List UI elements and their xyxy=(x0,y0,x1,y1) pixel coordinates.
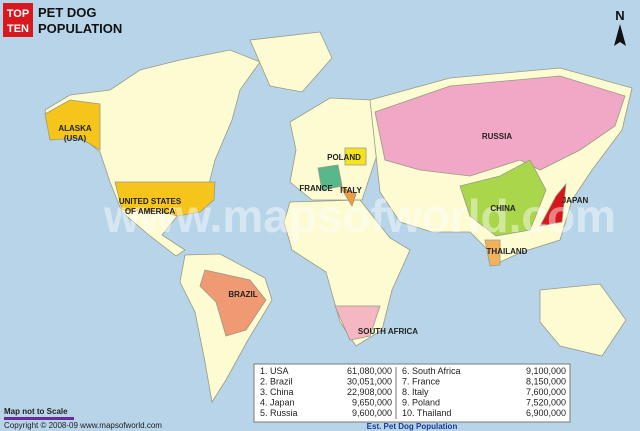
russia xyxy=(374,75,626,177)
row-name: 9. Poland xyxy=(402,398,440,408)
compass-arrow xyxy=(614,24,626,46)
poland xyxy=(344,147,367,166)
greenland xyxy=(249,31,333,93)
italy xyxy=(338,185,357,207)
table-box xyxy=(253,363,571,423)
japan xyxy=(539,182,567,227)
badge-text: TEN xyxy=(7,23,29,35)
row-name: 1. USA xyxy=(260,366,289,376)
label-france: FRANCE xyxy=(299,184,333,193)
badge xyxy=(3,3,33,37)
label-thailand: THAILAND xyxy=(487,247,528,256)
row-value: 61,080,000 xyxy=(347,366,392,376)
watermark: www.mapsofworld.com xyxy=(103,190,616,242)
row-value: 9,650,000 xyxy=(352,398,392,408)
table-caption: Est. Pet Dog Population xyxy=(367,422,458,431)
row-value: 9,600,000 xyxy=(352,408,392,418)
row-name: 5. Russia xyxy=(260,408,298,418)
label-alaska: ALASKA xyxy=(58,124,92,133)
usa xyxy=(114,181,216,217)
label-poland: POLAND xyxy=(327,153,361,162)
row-value: 7,520,000 xyxy=(526,398,566,408)
row-name: 10. Thailand xyxy=(402,408,451,418)
scale-note: Map not to Scale xyxy=(4,407,68,416)
row-name: 3. China xyxy=(260,387,294,397)
title: PET DOG xyxy=(38,5,97,20)
table-rows: 1. USA 61,080,000 2. Brazil 30,051,000 3. Ch… xyxy=(260,366,566,418)
label-alaska: (USA) xyxy=(64,134,87,143)
row-name: 2. Brazil xyxy=(260,377,293,387)
row-value: 8,150,000 xyxy=(526,377,566,387)
row-name: 6. South Africa xyxy=(402,366,461,376)
label-south-africa: SOUTH AFRICA xyxy=(358,327,418,336)
row-name: 7. France xyxy=(402,377,440,387)
brazil xyxy=(199,269,267,337)
row-name: 4. Japan xyxy=(260,398,295,408)
compass-n: N xyxy=(615,8,624,23)
label-china: CHINA xyxy=(490,204,516,213)
australia xyxy=(539,283,627,357)
europe xyxy=(289,97,383,201)
row-name: 8. Italy xyxy=(402,387,429,397)
south-africa xyxy=(334,305,381,341)
title: POPULATION xyxy=(38,21,122,36)
label-russia: RUSSIA xyxy=(482,132,512,141)
china xyxy=(459,159,547,237)
scale-bar xyxy=(4,417,74,420)
badge-text: TOP xyxy=(7,8,29,20)
label-brazil: BRAZIL xyxy=(228,290,257,299)
copyright: Copyright © 2008-09 www.mapsofworld.com xyxy=(4,421,162,430)
row-value: 6,900,000 xyxy=(526,408,566,418)
label-italy: ITALY xyxy=(340,186,362,195)
thailand xyxy=(484,239,501,267)
label-usa: OF AMERICA xyxy=(125,207,176,216)
row-value: 9,100,000 xyxy=(526,366,566,376)
row-value: 30,051,000 xyxy=(347,377,392,387)
france xyxy=(317,164,343,191)
label-usa: UNITED STATES xyxy=(119,197,182,206)
alaska xyxy=(44,99,101,151)
label-japan: JAPAN xyxy=(562,196,589,205)
row-value: 22,908,000 xyxy=(347,387,392,397)
row-value: 7,600,000 xyxy=(526,387,566,397)
